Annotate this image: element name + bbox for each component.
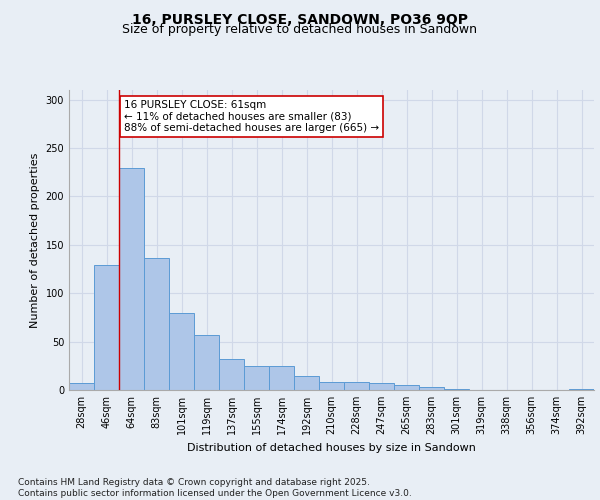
Bar <box>219 359 244 390</box>
Bar <box>369 383 394 390</box>
Bar <box>69 383 94 390</box>
Bar <box>419 387 444 390</box>
Text: Contains HM Land Registry data © Crown copyright and database right 2025.
Contai: Contains HM Land Registry data © Crown c… <box>18 478 412 498</box>
Bar <box>269 366 294 390</box>
X-axis label: Distribution of detached houses by size in Sandown: Distribution of detached houses by size … <box>187 442 476 452</box>
Bar <box>319 382 344 390</box>
Bar <box>344 382 369 390</box>
Bar <box>144 258 169 390</box>
Bar <box>194 335 219 390</box>
Text: Size of property relative to detached houses in Sandown: Size of property relative to detached ho… <box>122 22 478 36</box>
Y-axis label: Number of detached properties: Number of detached properties <box>30 152 40 328</box>
Bar <box>94 265 119 390</box>
Bar <box>394 385 419 390</box>
Bar <box>569 389 594 390</box>
Bar <box>119 168 144 390</box>
Bar <box>244 366 269 390</box>
Text: 16, PURSLEY CLOSE, SANDOWN, PO36 9QP: 16, PURSLEY CLOSE, SANDOWN, PO36 9QP <box>132 12 468 26</box>
Text: 16 PURSLEY CLOSE: 61sqm
← 11% of detached houses are smaller (83)
88% of semi-de: 16 PURSLEY CLOSE: 61sqm ← 11% of detache… <box>124 100 379 133</box>
Bar <box>444 389 469 390</box>
Bar <box>294 376 319 390</box>
Bar <box>169 312 194 390</box>
